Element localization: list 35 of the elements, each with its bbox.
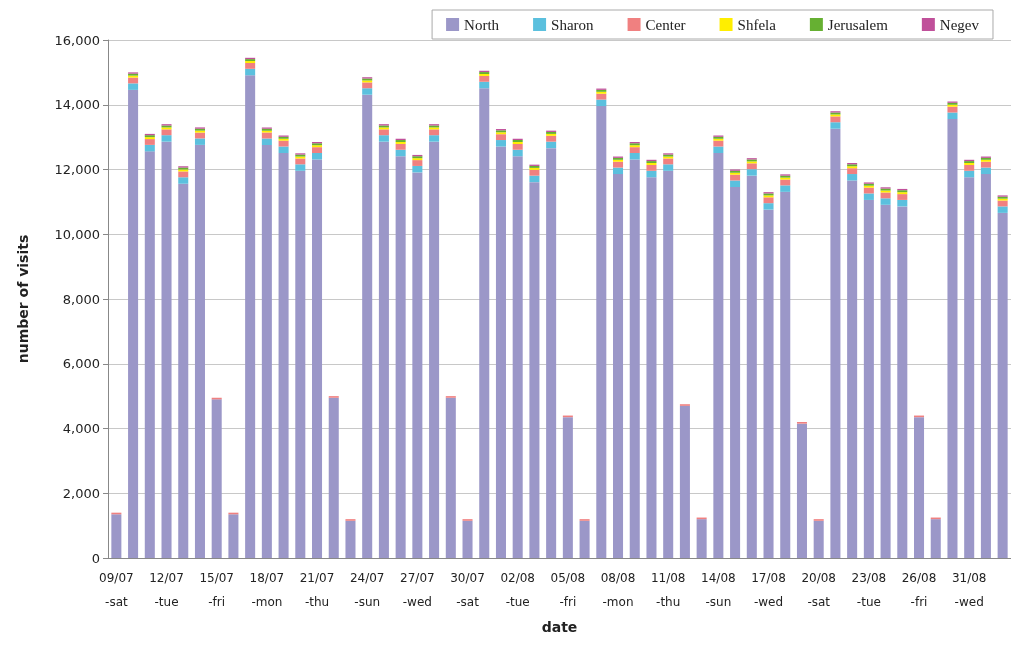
x-tick-label: 31/08 -wed: [951, 571, 987, 609]
y-tick-label: 8,000: [62, 291, 100, 307]
x-tick-label: 18/07 -mon: [249, 571, 285, 609]
legend-label: Sharon: [551, 16, 595, 33]
x-tick-label: 15/07 -fri: [199, 571, 234, 609]
y-axis-title: number of visits: [15, 234, 31, 364]
legend-label: North: [464, 16, 500, 33]
y-tick-label: 10,000: [54, 226, 100, 242]
y-tick-label: 14,000: [54, 97, 100, 113]
x-tick-label: 09/07 -sat: [99, 571, 134, 609]
x-tick-label: 30/07 -sat: [450, 571, 485, 609]
x-tick-label: 11/08 -thu: [650, 571, 686, 609]
y-tick-label: 6,000: [62, 356, 100, 372]
legend-label: Negev: [939, 16, 980, 33]
x-tick-label: 12/07 -tue: [149, 571, 184, 609]
legend-label: Jerusalem: [827, 16, 889, 33]
x-tick-label: 08/08 -mon: [600, 571, 636, 609]
x-tick-label: 02/08 -tue: [500, 571, 535, 609]
y-tick-label: 2,000: [62, 485, 100, 501]
legend-label: Center: [645, 16, 686, 33]
x-tick-label: 23/08 -tue: [851, 571, 887, 609]
x-tick-label: 20/08 -sat: [801, 571, 836, 609]
legend-label: Shfela: [737, 16, 777, 33]
x-tick-label: 24/07 -sun: [349, 571, 385, 609]
x-tick-label: 17/08 -wed: [751, 571, 786, 609]
x-tick-label: 26/08 -fri: [901, 571, 937, 609]
y-tick-label: 16,000: [54, 32, 100, 48]
y-tick-label: 12,000: [54, 162, 100, 177]
x-tick-label: 27/07 -wed: [400, 571, 435, 609]
x-tick-label: 21/07 -thu: [299, 571, 335, 609]
x-axis-title: date: [541, 619, 578, 635]
y-tick-label: 0: [91, 550, 100, 566]
x-tick-label: 14/08 -sun: [701, 571, 736, 609]
y-tick-label: 4,000: [62, 421, 100, 436]
x-tick-label: 05/08 -fri: [550, 571, 586, 609]
